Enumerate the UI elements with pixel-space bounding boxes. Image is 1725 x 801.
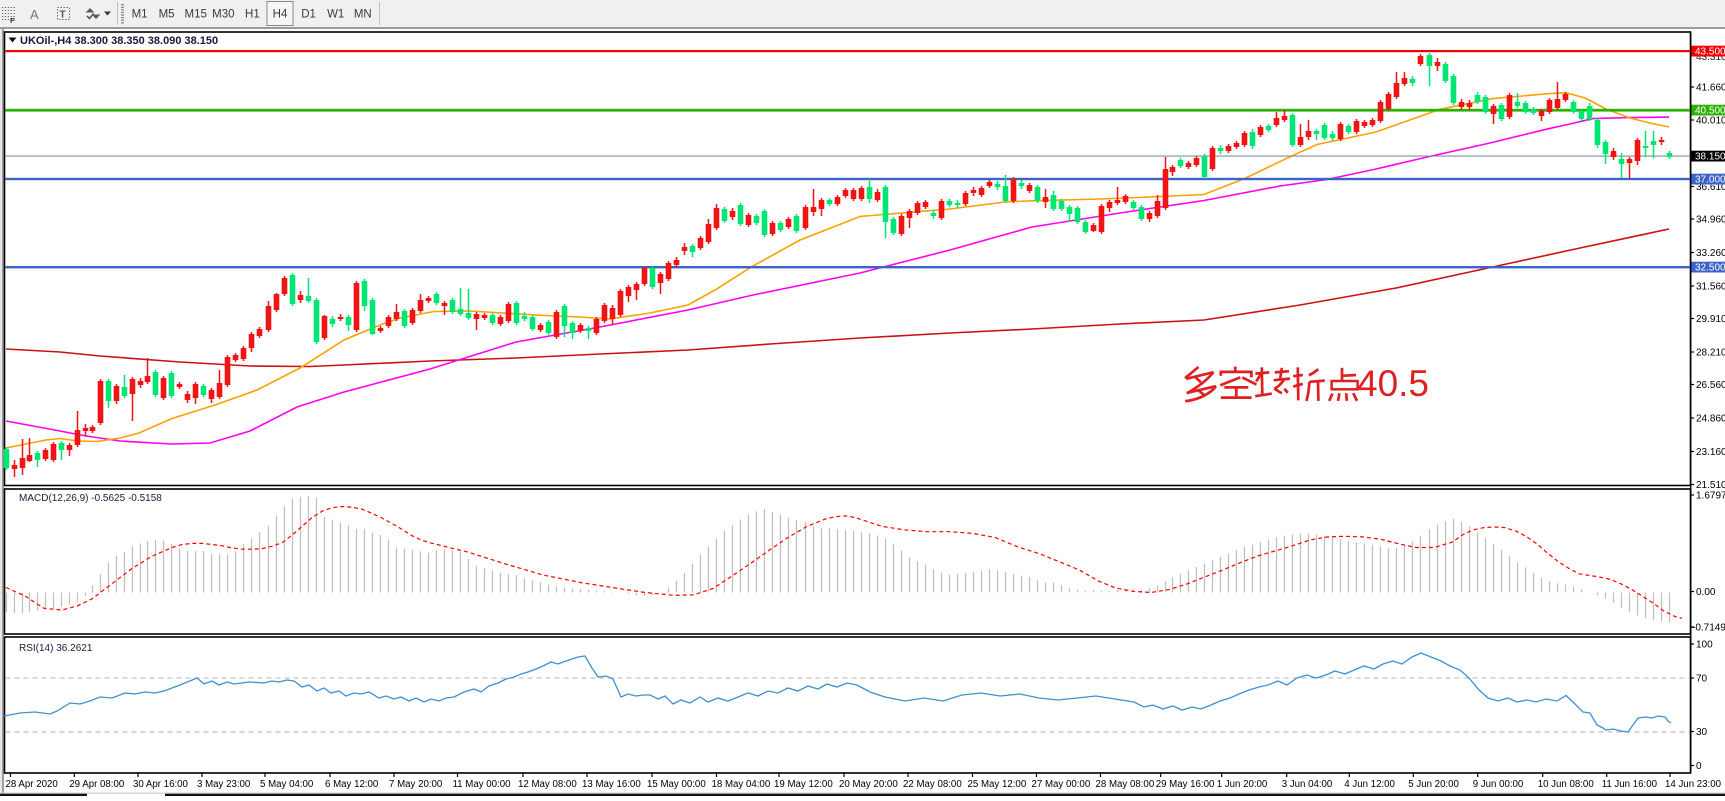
svg-text:41.660: 41.660 xyxy=(1696,83,1725,94)
svg-text:23.160: 23.160 xyxy=(1696,447,1725,458)
svg-text:28 May 08:00: 28 May 08:00 xyxy=(1096,779,1155,790)
svg-text:30 Apr 16:00: 30 Apr 16:00 xyxy=(133,779,189,790)
svg-text:9 Jun 00:00: 9 Jun 00:00 xyxy=(1473,779,1524,790)
svg-text:F: F xyxy=(10,16,15,25)
svg-text:37.000: 37.000 xyxy=(1695,175,1725,186)
svg-text:1.6797: 1.6797 xyxy=(1696,491,1725,502)
svg-text:40.500: 40.500 xyxy=(1695,106,1725,117)
svg-text:70: 70 xyxy=(1696,674,1708,685)
svg-text:11 May 00:00: 11 May 00:00 xyxy=(453,779,512,790)
svg-text:29 Apr 08:00: 29 Apr 08:00 xyxy=(69,779,125,790)
svg-text:6 May 12:00: 6 May 12:00 xyxy=(325,779,379,790)
svg-text:RSI(14) 36.2621: RSI(14) 36.2621 xyxy=(19,643,93,654)
svg-text:19 May 12:00: 19 May 12:00 xyxy=(774,779,833,790)
svg-text:14 Jun 23:00: 14 Jun 23:00 xyxy=(1665,779,1722,790)
svg-text:5 May 04:00: 5 May 04:00 xyxy=(260,779,314,790)
svg-text:0: 0 xyxy=(1696,761,1702,772)
svg-text:100: 100 xyxy=(1696,640,1713,651)
svg-text:24.860: 24.860 xyxy=(1696,414,1725,425)
svg-text:33.260: 33.260 xyxy=(1696,248,1725,259)
svg-text:32.500: 32.500 xyxy=(1695,263,1725,274)
svg-text:3 Jun 04:00: 3 Jun 04:00 xyxy=(1282,779,1333,790)
svg-text:1 Jun 20:00: 1 Jun 20:00 xyxy=(1217,779,1268,790)
svg-text:25 May 12:00: 25 May 12:00 xyxy=(968,779,1027,790)
svg-text:H1: H1 xyxy=(245,9,260,21)
svg-text:27 May 00:00: 27 May 00:00 xyxy=(1032,779,1091,790)
svg-text:28 Apr 2020: 28 Apr 2020 xyxy=(6,779,59,790)
svg-text:M30: M30 xyxy=(212,9,234,21)
svg-text:4 Jun 12:00: 4 Jun 12:00 xyxy=(1344,779,1395,790)
svg-text:7 May 20:00: 7 May 20:00 xyxy=(389,779,443,790)
svg-text:0.00: 0.00 xyxy=(1696,587,1716,598)
svg-text:13 May 16:00: 13 May 16:00 xyxy=(582,779,641,790)
svg-text:29.910: 29.910 xyxy=(1696,314,1725,325)
svg-text:12 May 08:00: 12 May 08:00 xyxy=(518,779,577,790)
svg-text:W1: W1 xyxy=(327,9,344,21)
svg-text:22 May 08:00: 22 May 08:00 xyxy=(903,779,962,790)
svg-text:40.5: 40.5 xyxy=(1357,363,1429,404)
svg-text:H4: H4 xyxy=(273,9,288,21)
svg-text:40.010: 40.010 xyxy=(1696,116,1725,127)
svg-text:18 May 04:00: 18 May 04:00 xyxy=(712,779,771,790)
svg-text:M5: M5 xyxy=(159,9,175,21)
svg-text:15 May 00:00: 15 May 00:00 xyxy=(647,779,706,790)
svg-text:31.560: 31.560 xyxy=(1696,282,1725,293)
svg-text:UKOil-,H4 38.300 38.350 38.09: UKOil-,H4 38.300 38.350 38.090 38.150 xyxy=(20,35,218,47)
svg-text:11 Jun 16:00: 11 Jun 16:00 xyxy=(1602,779,1658,790)
svg-text:34.960: 34.960 xyxy=(1696,215,1725,226)
svg-text:10 Jun 08:00: 10 Jun 08:00 xyxy=(1538,779,1595,790)
svg-text:3 May 23:00: 3 May 23:00 xyxy=(197,779,251,790)
svg-text:D1: D1 xyxy=(301,9,316,21)
svg-text:43.500: 43.500 xyxy=(1695,47,1725,58)
svg-text:M15: M15 xyxy=(185,9,207,21)
svg-text:20 May 20:00: 20 May 20:00 xyxy=(839,779,898,790)
svg-text:29 May 16:00: 29 May 16:00 xyxy=(1156,779,1215,790)
svg-text:28.210: 28.210 xyxy=(1696,348,1725,359)
svg-text:M1: M1 xyxy=(132,9,148,21)
svg-text:-0.7149: -0.7149 xyxy=(1692,623,1725,634)
svg-text:30: 30 xyxy=(1696,727,1708,738)
svg-text:T: T xyxy=(60,10,66,21)
svg-text:26.560: 26.560 xyxy=(1696,380,1725,391)
svg-text:5 Jun 20:00: 5 Jun 20:00 xyxy=(1408,779,1459,790)
svg-text:38.150: 38.150 xyxy=(1695,152,1725,163)
svg-text:MN: MN xyxy=(354,9,372,21)
svg-text:A: A xyxy=(30,7,39,22)
svg-text:21.510: 21.510 xyxy=(1696,480,1725,491)
svg-text:MACD(12,26,9) -0.5625 -0.5158: MACD(12,26,9) -0.5625 -0.5158 xyxy=(19,493,162,504)
